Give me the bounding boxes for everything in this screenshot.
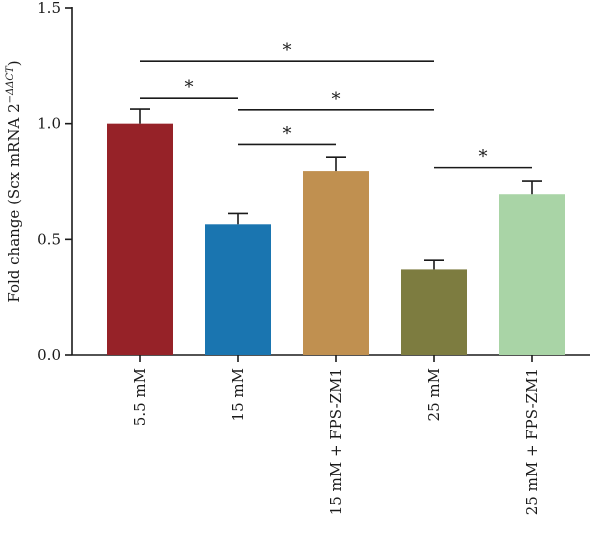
significance-label: * — [332, 89, 341, 110]
significance-label: * — [479, 147, 488, 168]
bar — [303, 171, 369, 355]
x-tick-label: 15 mM — [229, 368, 247, 421]
y-tick-label: 0.5 — [37, 230, 61, 248]
significance-label: * — [185, 77, 194, 98]
bar — [499, 194, 565, 355]
bar — [205, 224, 271, 355]
significance-label: * — [283, 123, 292, 144]
chart-significance-brackets: * * * * * — [140, 40, 532, 167]
bar — [401, 269, 467, 355]
bar-chart: * * * * * 0.0 0.5 1.0 1.5 Fold change (Scx mRNA … — [0, 0, 600, 534]
x-tick-label: 25 mM + FPS-ZM1 — [523, 368, 541, 515]
y-tick-label: 1.5 — [37, 0, 61, 17]
bar — [107, 124, 173, 355]
x-tick-label: 5.5 mM — [131, 368, 149, 426]
y-tick-label: 1.0 — [37, 115, 61, 133]
significance-label: * — [283, 40, 292, 61]
y-tick-label: 0.0 — [37, 346, 61, 364]
chart-labels: 0.0 0.5 1.0 1.5 Fold change (Scx mRNA 2−ΔΔCT… — [5, 0, 541, 515]
y-axis-title: Fold change (Scx mRNA 2−ΔΔCT) — [5, 60, 23, 302]
x-tick-label: 25 mM — [425, 368, 443, 421]
x-tick-label: 15 mM + FPS-ZM1 — [327, 368, 345, 515]
